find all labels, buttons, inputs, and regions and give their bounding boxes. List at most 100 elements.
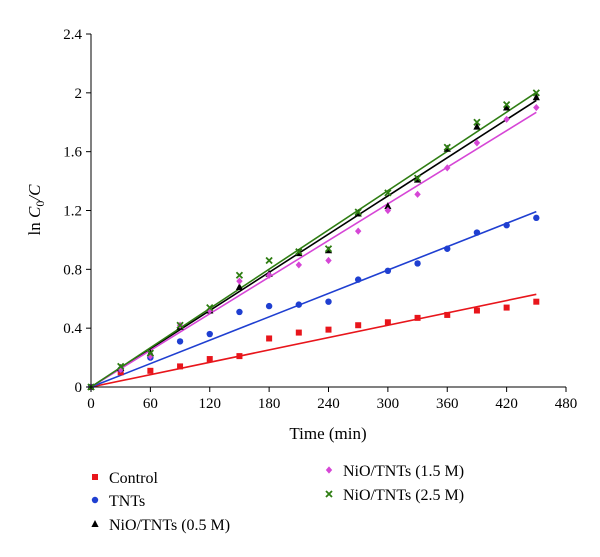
data-point-series-3 [533,103,540,112]
y-axis-title-denominator: /C [25,184,44,202]
data-point-series-0 [236,353,243,360]
data-point-series-3 [444,164,451,172]
y-axis-title-numerator: C [25,206,44,218]
legend-label-1: TNTs [109,493,145,510]
data-point-series-4 [443,143,451,151]
data-point-series-4 [354,208,362,216]
data-point-series-2 [235,282,244,290]
data-point-series-4 [176,321,184,329]
x-tick-label: 180 [258,396,281,412]
data-point-series-2 [532,93,540,101]
data-point-series-4 [324,245,333,253]
data-point-series-4 [384,189,392,197]
data-point-series-4 [235,271,244,279]
plot-area: 0 60 120 180 240 300 360 420 480 0 0.4 0.8 1.2 1.6 2 2… [63,27,577,412]
legend-marker-0 [92,474,98,480]
data-point-series-3 [354,227,362,235]
data-point-series-4 [473,118,481,126]
x-ticks: 0 60 120 180 240 300 360 420 480 [87,387,577,412]
data-point-series-0 [503,304,510,311]
legend-marker-2 [91,520,99,527]
data-point-series-1 [325,298,332,305]
data-point-series-3 [147,352,154,360]
legend-label-0: Control [109,470,158,487]
fit-line-series-2 [90,99,537,388]
legend-marker-4 [325,490,333,498]
y-axis-title-subscript: 0 [33,201,47,207]
data-point-series-3 [117,365,124,373]
data-point-series-1 [503,222,510,229]
data-point-series-0 [444,311,451,318]
x-tick-label: 60 [143,396,158,412]
data-point-series-1 [533,214,540,222]
y-tick-label: 0.4 [63,321,82,337]
x-tick-label: 120 [199,396,222,412]
data-point-series-3 [473,139,481,147]
x-tick-label: 300 [377,396,400,412]
data-point-series-1 [206,330,213,338]
data-point-series-3 [414,190,421,198]
data-point-series-3 [503,115,510,123]
legend-label-3: NiO/TNTs (1.5 M) [343,463,464,480]
fit-line-series-4 [90,91,537,388]
data-point-series-4 [206,303,214,312]
data-point-series-0 [414,314,421,321]
data-markers [87,89,540,391]
data-point-series-1 [473,229,481,236]
data-point-series-4 [295,248,303,256]
data-point-series-0 [266,335,273,342]
y-tick-label: 1.6 [63,145,82,161]
x-axis-title: Time (min) [289,424,366,443]
x-tick-label: 360 [436,396,459,412]
data-point-series-4 [413,174,422,182]
data-point-series-1 [384,267,392,275]
y-axis-title-prefix: ln [25,218,44,235]
y-tick-label: 2 [75,86,83,102]
data-point-series-4 [502,100,511,109]
data-point-series-3 [265,271,273,279]
fit-lines [90,91,537,388]
data-point-series-2 [503,103,511,111]
data-point-series-3 [295,261,303,269]
fit-line-series-3 [90,111,537,388]
data-point-series-0 [384,319,391,326]
data-point-series-0 [147,367,154,374]
fit-line-series-1 [90,210,537,388]
y-tick-label: 0.8 [63,262,82,278]
data-point-series-1 [176,338,184,345]
data-point-series-4 [146,349,155,357]
data-point-series-0 [177,363,184,370]
data-point-series-3 [236,277,243,285]
fit-line-series-0 [90,293,537,388]
data-point-series-2 [473,122,481,130]
y-tick-label: 2.4 [63,27,82,43]
y-ticks: 0 0.4 0.8 1.2 1.6 2 2.4 [63,27,91,396]
data-point-series-1 [414,260,421,267]
y-axis-title: ln C0/C [25,184,47,236]
legend-marker-1 [91,496,99,504]
x-tick-label: 420 [495,396,518,412]
data-point-series-4 [265,256,273,265]
x-tick-label: 0 [87,396,95,412]
data-point-series-4 [117,362,125,371]
y-tick-label: 0 [75,380,83,396]
data-point-series-4 [532,89,540,97]
data-point-series-0 [325,326,332,333]
data-point-series-0 [473,307,480,314]
data-point-series-3 [325,256,332,265]
data-point-series-0 [295,329,302,336]
legend-label-4: NiO/TNTs (2.5 M) [343,487,464,504]
legend-label-2: NiO/TNTs (0.5 M) [109,517,230,534]
x-tick-label: 480 [555,396,578,412]
data-point-series-2 [384,202,392,210]
data-point-series-1 [354,276,362,283]
y-tick-label: 1.2 [63,204,82,220]
legend-marker-3 [325,466,333,474]
data-point-series-0 [206,356,213,363]
x-tick-label: 240 [317,396,340,412]
legend: Control TNTs NiO/TNTs (0.5 M) NiO/TNTs (1.5… [91,463,464,534]
data-point-series-1 [444,245,451,252]
data-point-series-3 [384,206,392,215]
data-point-series-1 [265,302,273,310]
